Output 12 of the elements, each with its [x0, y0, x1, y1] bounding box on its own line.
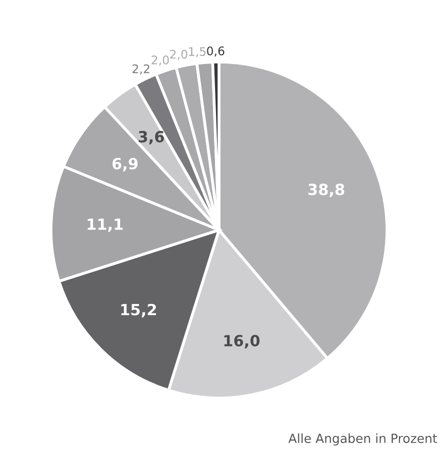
data-label: 11,1	[88, 218, 123, 232]
data-label: 0,6	[207, 46, 224, 57]
data-label: 2,0	[170, 50, 188, 60]
data-label: 15,2	[121, 304, 156, 318]
data-label: 6,9	[112, 158, 138, 172]
text: Alle Angaben in Prozent	[288, 433, 438, 446]
data-label: 2,2	[132, 64, 150, 74]
data-label: 2,0	[152, 56, 169, 66]
data-label: 1,5	[189, 47, 206, 58]
data-label: 38,8	[308, 184, 344, 198]
data-label: 3,6	[138, 130, 164, 144]
data-label: 16,0	[224, 334, 260, 348]
